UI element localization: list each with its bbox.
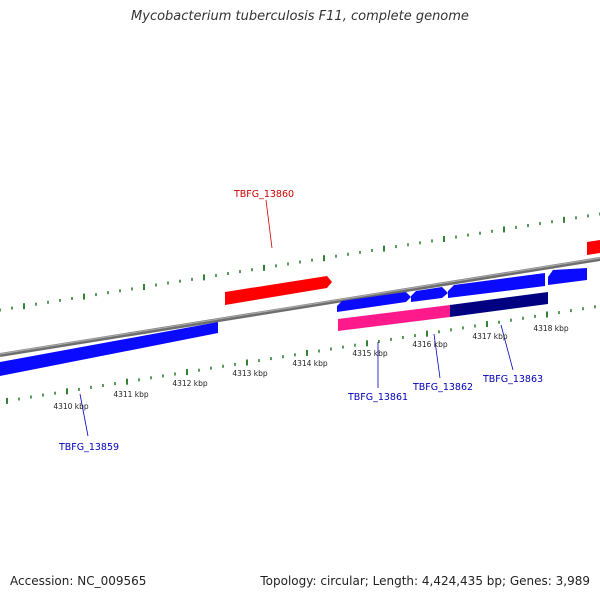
scale-tick-label: 4316 kbp [412,340,448,349]
gene-label-connector [433,333,441,379]
gene-label-tbfg-13859[interactable]: TBFG_13859 [58,442,119,453]
gene-label-tbfg-13862[interactable]: TBFG_13862 [412,382,473,393]
gene-feature-highlight-bar[interactable] [450,292,548,317]
gene-feature-tbfg-13861[interactable] [337,292,411,312]
lower-tick-track [6,305,596,404]
scale-labels: 4310 kbp 4311 kbp 4312 kbp 4313 kbp 4314… [53,324,569,411]
gene-feature-tbfg-13859[interactable] [0,322,218,376]
gene-feature-tbfg-13860[interactable] [225,276,332,305]
scale-tick-label: 4313 kbp [232,369,268,378]
genome-summary: Topology: circular; Length: 4,424,435 bp… [260,574,590,588]
gene-label-connector [500,324,514,371]
genome-backbone-highlight [0,257,600,355]
scale-tick-label: 4315 kbp [352,349,388,358]
gene-feature-tbfg-13862[interactable] [411,287,448,302]
rna-feature-pink[interactable] [338,305,450,331]
map-title: Mycobacterium tuberculosis F11, complete… [131,9,469,24]
genome-backbone [0,257,600,357]
scale-tick-label: 4318 kbp [533,324,569,333]
scale-tick-label: 4312 kbp [172,379,208,388]
gene-feature-tbfg-13863[interactable] [448,273,545,298]
scale-tick-label: 4311 kbp [113,390,149,399]
scale-tick-label: 4310 kbp [53,402,89,411]
gene-label-connector [79,393,89,437]
gene-feature-right-red[interactable] [587,240,600,255]
gene-label-tbfg-13860[interactable]: TBFG_13860 [233,189,294,200]
gene-feature-right-blue[interactable] [548,268,587,285]
scale-tick-label: 4314 kbp [292,359,328,368]
scale-tick-label: 4317 kbp [472,332,508,341]
upper-tick-track [0,212,600,312]
gene-label-tbfg-13863[interactable]: TBFG_13863 [482,374,543,385]
gene-label-tbfg-13861[interactable]: TBFG_13861 [347,392,408,403]
accession-label: Accession: NC_009565 [10,574,147,588]
gene-label-connector [265,199,273,249]
